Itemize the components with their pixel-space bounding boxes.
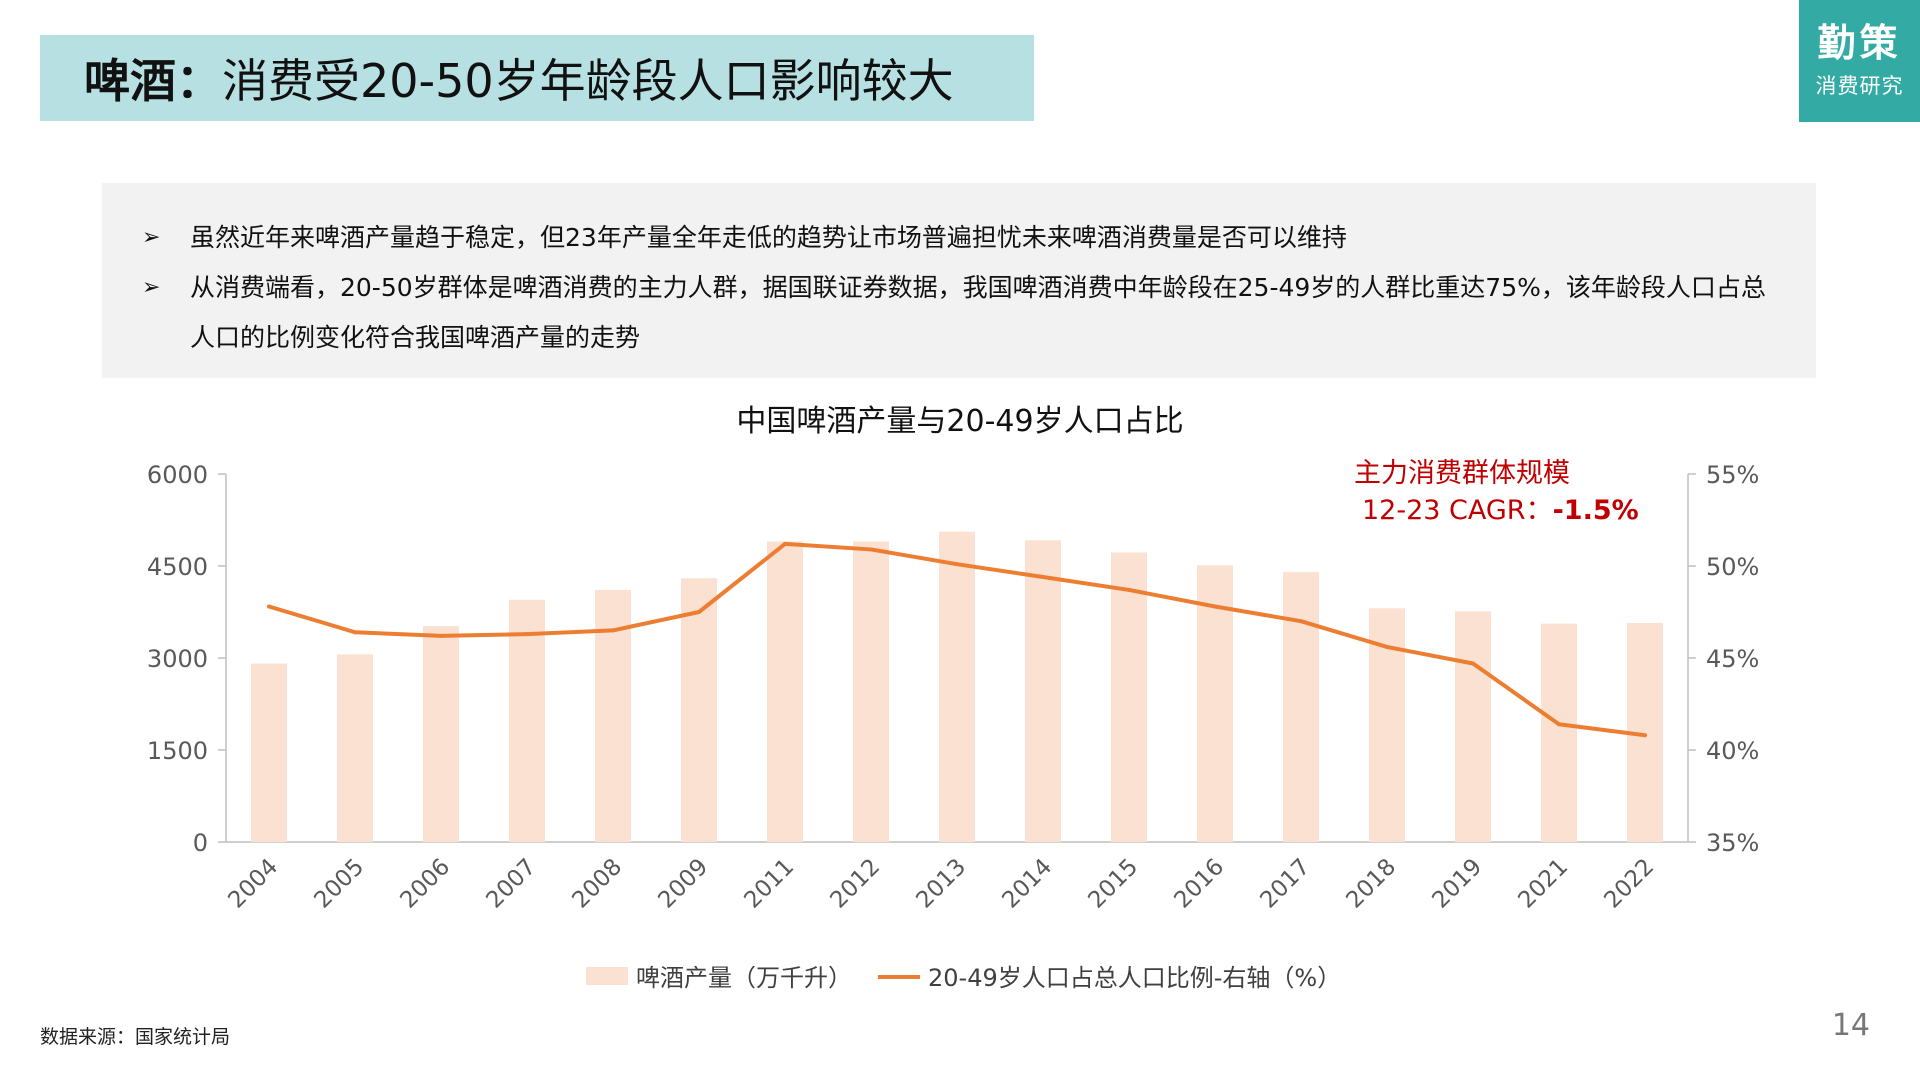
x-tick-label: 2013 xyxy=(911,854,971,914)
line-point-2004 xyxy=(267,604,271,609)
x-tick-label: 2011 xyxy=(739,854,799,914)
brand-logo-name: 勤策 xyxy=(1817,20,1902,66)
line-point-2022 xyxy=(1643,733,1647,738)
bar-series xyxy=(251,531,1663,842)
bar-2012 xyxy=(853,541,889,842)
y-tick-label-right: 55% xyxy=(1706,461,1759,489)
x-tick-label: 2007 xyxy=(481,854,541,914)
y-tick-label-left: 1500 xyxy=(147,737,208,765)
bar-2013 xyxy=(939,531,975,842)
bar-2015 xyxy=(1111,552,1147,842)
chart-title: 中国啤酒产量与20-49岁人口占比 xyxy=(736,404,1183,439)
x-tick-label: 2006 xyxy=(395,854,455,914)
bullet-text: 虽然近年来啤酒产量趋于稳定，但23年产量全年走低的趋势让市场普遍担忧未来啤酒消费… xyxy=(190,223,1347,252)
line-point-2018 xyxy=(1385,644,1389,649)
legend-label-line: 20-49岁人口占总人口比例-右轴（%） xyxy=(928,964,1341,992)
legend-swatch-bar xyxy=(586,967,628,985)
bar-2016 xyxy=(1197,565,1233,842)
x-tick-label: 2015 xyxy=(1083,854,1143,914)
line-point-2009 xyxy=(697,610,701,614)
line-point-2005 xyxy=(353,630,357,635)
bullet-item: ➢ 虽然近年来啤酒产量趋于稳定，但23年产量全年走低的趋势让市场普遍担忧未来啤酒… xyxy=(142,213,1776,263)
chart-axes: 0 1500 3000 4500 6000 35% 40% 45% 50% 55% xyxy=(147,461,1759,857)
line-point-2013 xyxy=(955,562,959,567)
combo-chart: 中国啤酒产量与20-49岁人口占比 0 1500 3000 4500 6000 35% 40… xyxy=(147,404,1759,992)
y-tick-label-right: 50% xyxy=(1706,553,1759,581)
bar-2011 xyxy=(767,541,803,842)
bar-2007 xyxy=(509,599,545,842)
page-title: 消费受20-50岁年龄段人口影响较大 xyxy=(222,54,954,108)
line-point-2021 xyxy=(1557,722,1561,727)
chart-annotation: 主力消费群体规模 12-23 CAGR：-1.5% xyxy=(1354,458,1639,526)
x-tick-label: 2014 xyxy=(997,854,1057,914)
line-point-2015 xyxy=(1127,587,1131,592)
legend-label-bar: 啤酒产量（万千升） xyxy=(636,964,852,992)
x-tick-label: 2018 xyxy=(1341,854,1401,914)
annotation-line2: 12-23 CAGR：-1.5% xyxy=(1362,495,1639,526)
line-point-2019 xyxy=(1471,661,1475,666)
chart-legend: 啤酒产量（万千升） 20-49岁人口占总人口比例-右轴（%） xyxy=(586,964,1341,992)
bar-2006 xyxy=(423,626,459,842)
line-series xyxy=(267,541,1647,738)
x-tick-label: 2017 xyxy=(1255,854,1315,914)
data-source: 数据来源：国家统计局 xyxy=(40,1026,231,1048)
page-title-prefix: 啤酒： xyxy=(84,54,222,108)
arrow-right-icon: ➢ xyxy=(142,275,161,300)
bar-2021 xyxy=(1541,623,1577,842)
line-point-2006 xyxy=(439,633,443,638)
x-tick-label: 2012 xyxy=(825,854,885,914)
arrow-right-icon: ➢ xyxy=(142,225,161,250)
y-tick-label-right: 35% xyxy=(1706,829,1759,857)
x-tick-label: 2022 xyxy=(1599,854,1659,914)
y-tick-label-left: 6000 xyxy=(147,461,208,489)
x-tick-label: 2019 xyxy=(1427,854,1487,914)
line-point-2014 xyxy=(1041,575,1045,580)
bar-2005 xyxy=(337,654,373,842)
x-tick-label: 2008 xyxy=(567,854,627,914)
x-tick-label: 2021 xyxy=(1513,854,1573,914)
bullet-text: 从消费端看，20-50岁群体是啤酒消费的主力人群，据国联证券数据，我国啤酒消费中… xyxy=(190,273,1766,352)
bar-2004 xyxy=(251,663,287,842)
y-tick-label-right: 45% xyxy=(1706,645,1759,673)
line-point-2017 xyxy=(1299,619,1303,624)
y-tick-label-right: 40% xyxy=(1706,737,1759,765)
line-point-2011 xyxy=(783,541,787,546)
x-tick-label: 2016 xyxy=(1169,854,1229,914)
brand-logo: 勤策 消费研究 xyxy=(1799,0,1920,122)
page-number: 14 xyxy=(1831,1008,1870,1043)
bar-2017 xyxy=(1283,572,1319,842)
title-bar: 啤酒： 消费受20-50岁年龄段人口影响较大 xyxy=(40,35,1034,121)
x-tick-label: 2009 xyxy=(653,854,713,914)
x-tick-label: 2004 xyxy=(223,854,283,914)
y-tick-label-left: 0 xyxy=(193,829,208,857)
brand-logo-subtitle: 消费研究 xyxy=(1815,73,1904,98)
bar-2019 xyxy=(1455,611,1491,842)
x-tick-label: 2005 xyxy=(309,854,369,914)
line-point-2007 xyxy=(525,632,529,637)
line-point-2016 xyxy=(1213,604,1217,609)
x-axis-labels: 2004 2005 2006 2007 2008 2009 2011 2012 2013 2014… xyxy=(223,854,1659,914)
line-point-2008 xyxy=(611,628,615,633)
line-point-2012 xyxy=(869,547,873,552)
y-tick-label-left: 3000 xyxy=(147,645,208,673)
bullet-item: ➢ 从消费端看，20-50岁群体是啤酒消费的主力人群，据国联证券数据，我国啤酒消… xyxy=(142,263,1776,363)
summary-box: ➢ 虽然近年来啤酒产量趋于稳定，但23年产量全年走低的趋势让市场普遍担忧未来啤酒… xyxy=(102,183,1816,378)
bar-2014 xyxy=(1025,540,1061,842)
y-tick-label-left: 4500 xyxy=(147,553,208,581)
bar-2009 xyxy=(681,578,717,842)
annotation-line1: 主力消费群体规模 xyxy=(1354,458,1570,489)
